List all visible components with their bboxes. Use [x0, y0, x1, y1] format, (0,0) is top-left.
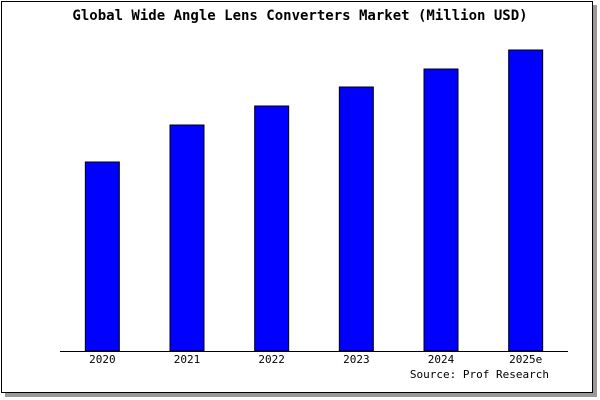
bar [508, 49, 544, 352]
x-tick-label: 2023 [343, 353, 370, 366]
x-tick-label: 2020 [89, 353, 116, 366]
bar [423, 68, 459, 352]
source-note: Source: Prof Research [410, 368, 549, 381]
x-tick-label: 2025e [509, 353, 542, 366]
bar [254, 105, 290, 352]
bar [169, 124, 205, 352]
chart-title: Global Wide Angle Lens Converters Market… [72, 8, 527, 24]
x-tick-label: 2024 [428, 353, 455, 366]
bar [338, 86, 374, 352]
bar [84, 161, 120, 352]
x-tick-label: 2022 [258, 353, 285, 366]
x-tick-label: 2021 [174, 353, 201, 366]
